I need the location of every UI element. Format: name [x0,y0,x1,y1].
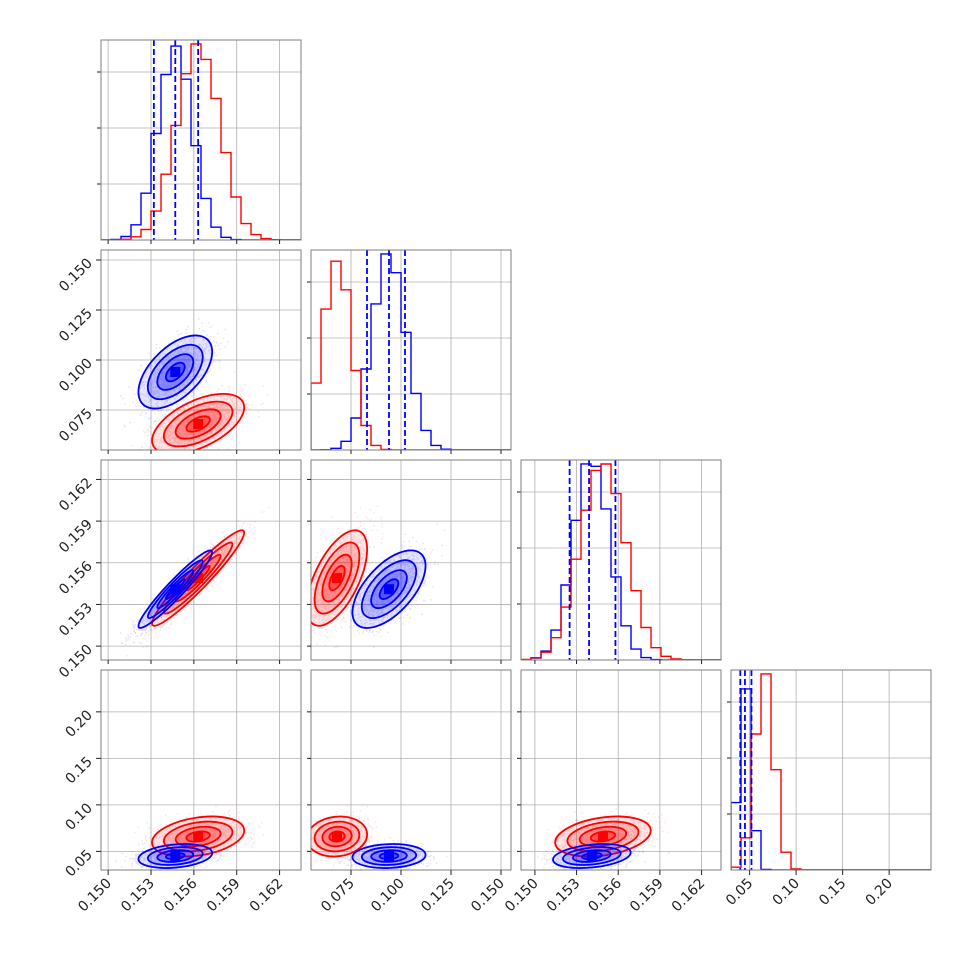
x-tick-label: 0.150 [75,876,115,916]
x-tick-label: 0.075 [318,876,358,916]
panel-frame-3-0 [100,669,302,871]
y-tick-label: 0.153 [56,600,96,640]
y-tick-label: 0.05 [62,847,95,880]
y-tick-label: 0.10 [62,800,95,833]
x-tick-label: 0.153 [544,876,584,916]
grid-2-1 [311,460,511,660]
scatter-points [537,833,670,870]
histogram-step [101,45,301,240]
histogram-step [731,688,931,870]
y-tick-label: 0.150 [56,642,96,682]
panel-frame-2-2 [520,459,722,661]
y-tick-label: 0.15 [62,754,95,787]
histogram-step [731,673,931,870]
histogram-step [521,463,721,660]
panel-frame-3-2 [520,669,722,871]
scatter-panel-1-0 [111,307,269,450]
histogram-3 [731,670,931,870]
x-tick-label: 0.156 [585,875,625,915]
x-tick-label: 0.10 [770,876,803,909]
peak-marker [332,573,342,584]
grid-3-1 [311,670,511,870]
y-tick-label: 0.100 [56,356,96,396]
panel-frame-0-0 [100,39,302,241]
peak-marker [384,851,394,862]
scatter-points [311,805,382,870]
peak-marker [170,851,181,862]
peak-marker [193,573,204,584]
peak-marker [170,584,181,595]
panel-frame-3-1 [310,669,512,871]
x-tick-label: 0.159 [627,876,667,916]
y-tick-label: 0.162 [56,475,96,515]
grid-3-3 [731,670,931,870]
x-tick-label: 0.150 [468,876,508,916]
histogram-1 [311,250,511,450]
panel-frame-3-3 [730,669,932,871]
panel-frame-1-0 [100,249,302,451]
y-tick-label: 0.075 [56,406,96,446]
y-tick-label: 0.159 [56,517,96,557]
grid-1-1 [311,250,511,450]
scatter-panel-2-0 [119,506,270,657]
x-tick-label: 0.100 [368,876,408,916]
peak-marker [332,831,342,842]
panel-frame-1-1 [310,249,512,451]
panel-frame-2-1 [310,459,512,661]
histogram-0 [101,40,301,240]
x-tick-label: 0.125 [418,876,458,916]
peak-marker [170,367,181,377]
x-tick-label: 0.153 [118,876,158,916]
histogram-2 [521,460,721,660]
x-tick-label: 0.15 [816,876,849,909]
scatter-panel-3-0 [115,805,264,870]
scatter-panel-3-2 [537,808,670,870]
x-tick-label: 0.162 [247,876,287,916]
y-tick-label: 0.156 [56,558,96,598]
y-tick-label: 0.150 [56,256,96,296]
x-tick-label: 0.162 [669,876,709,916]
scatter-panel-2-1 [311,505,446,651]
peak-marker [586,851,597,862]
x-tick-label: 0.159 [204,876,244,916]
y-tick-label: 0.20 [62,707,95,740]
panel-frame-2-0 [100,459,302,661]
grid-0-0 [101,40,301,240]
peak-marker [597,831,608,842]
peak-marker [193,419,204,429]
scatter-points [111,371,269,450]
histogram-step [311,260,511,450]
x-tick-label: 0.05 [723,876,756,909]
scatter-points [311,505,385,651]
y-tick-label: 0.125 [56,306,96,346]
x-tick-label: 0.156 [161,875,201,915]
peak-marker [384,584,394,595]
x-tick-label: 0.20 [863,876,896,909]
x-tick-label: 0.150 [502,876,542,916]
peak-marker [193,831,204,842]
scatter-panel-3-1 [311,805,448,870]
histogram-step [101,43,301,240]
